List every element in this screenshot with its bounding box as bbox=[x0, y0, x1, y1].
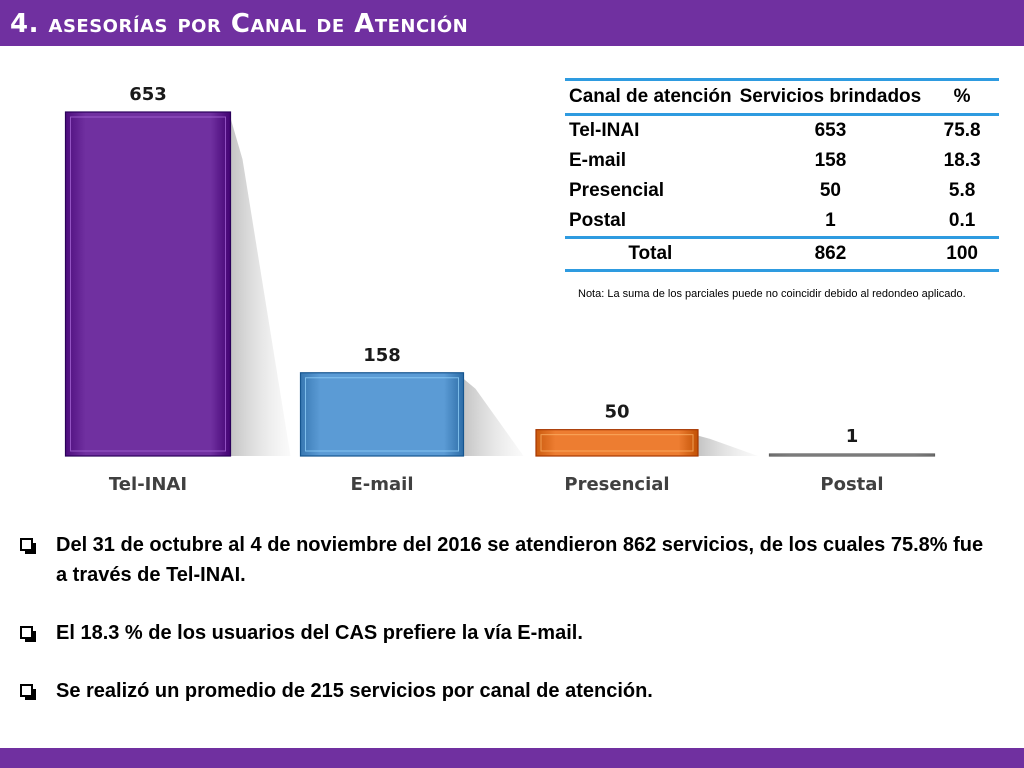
table-note: Nota: La suma de los parciales puede no … bbox=[578, 288, 966, 300]
bullet-text: Del 31 de octubre al 4 de noviembre del … bbox=[56, 534, 984, 586]
data-label: 1 bbox=[846, 426, 859, 447]
table-row: Presencial 50 5.8 bbox=[565, 176, 999, 206]
checkbox-bullet-icon bbox=[20, 626, 36, 642]
row-percent: 5.8 bbox=[948, 180, 976, 201]
bar-tel-inai bbox=[64, 111, 232, 457]
bar-postal bbox=[768, 453, 936, 457]
total-percent: 100 bbox=[925, 236, 999, 272]
bar-shadow bbox=[698, 435, 758, 456]
table-row: Tel-INAI 653 75.8 bbox=[565, 115, 999, 147]
row-channel: Postal bbox=[569, 210, 627, 231]
bar-bevel bbox=[305, 377, 459, 452]
row-services: 50 bbox=[819, 180, 841, 201]
header-servicios: Servicios brindados bbox=[735, 78, 926, 116]
row-services: 158 bbox=[814, 150, 847, 171]
bar-presencial bbox=[535, 429, 699, 457]
row-services: 653 bbox=[814, 120, 847, 141]
bar-bevel bbox=[540, 434, 694, 452]
total-services: 862 bbox=[735, 236, 926, 272]
bullet-text: Se realizó un promedio de 215 servicios … bbox=[56, 680, 653, 702]
bullet-item: El 18.3 % de los usuarios del CAS prefie… bbox=[16, 618, 991, 648]
title-bar: 4. asesorías por Canal de Atención bbox=[0, 0, 1024, 46]
bullet-text: El 18.3 % de los usuarios del CAS prefie… bbox=[56, 622, 583, 644]
table-row: Postal 1 0.1 bbox=[565, 206, 999, 238]
table-total-row: Total 862 100 bbox=[565, 236, 999, 272]
bullet-list: Del 31 de octubre al 4 de noviembre del … bbox=[16, 530, 991, 734]
total-label: Total bbox=[565, 236, 736, 272]
row-percent: 18.3 bbox=[943, 150, 981, 171]
bar-shadow bbox=[463, 378, 524, 456]
header-canal: Canal de atención bbox=[565, 78, 736, 116]
row-services: 1 bbox=[825, 210, 836, 231]
bar-e-mail bbox=[299, 372, 465, 457]
category-label: Tel-INAI bbox=[109, 474, 187, 495]
data-label: 158 bbox=[363, 345, 401, 366]
bullet-item: Se realizó un promedio de 215 servicios … bbox=[16, 676, 991, 706]
table-row: E-mail 158 18.3 bbox=[565, 146, 999, 176]
header-percent: % bbox=[925, 78, 999, 116]
row-channel: Tel-INAI bbox=[569, 120, 640, 141]
bullet-item: Del 31 de octubre al 4 de noviembre del … bbox=[16, 530, 991, 590]
bar-bevel bbox=[70, 116, 226, 452]
checkbox-bullet-icon bbox=[20, 684, 36, 700]
category-label: Postal bbox=[820, 474, 883, 495]
data-table: Canal de atención Servicios brindados % … bbox=[565, 78, 999, 272]
bar-chart: 653 Tel-INAI 158 E-mail 50 Presencial 1 Postal bbox=[64, 84, 936, 495]
slide-title: 4. asesorías por Canal de Atención bbox=[10, 9, 469, 39]
bar-shadow bbox=[230, 118, 291, 456]
row-percent: 75.8 bbox=[943, 120, 981, 141]
checkbox-bullet-icon bbox=[20, 538, 36, 554]
bottom-bar bbox=[0, 748, 1024, 768]
row-channel: E-mail bbox=[569, 150, 627, 171]
category-label: Presencial bbox=[564, 474, 669, 495]
table-header-row: Canal de atención Servicios brindados % bbox=[565, 78, 999, 116]
data-label: 50 bbox=[604, 402, 629, 423]
row-percent: 0.1 bbox=[948, 210, 976, 231]
data-label: 653 bbox=[129, 84, 167, 105]
row-channel: Presencial bbox=[569, 180, 665, 201]
category-label: E-mail bbox=[350, 474, 413, 495]
